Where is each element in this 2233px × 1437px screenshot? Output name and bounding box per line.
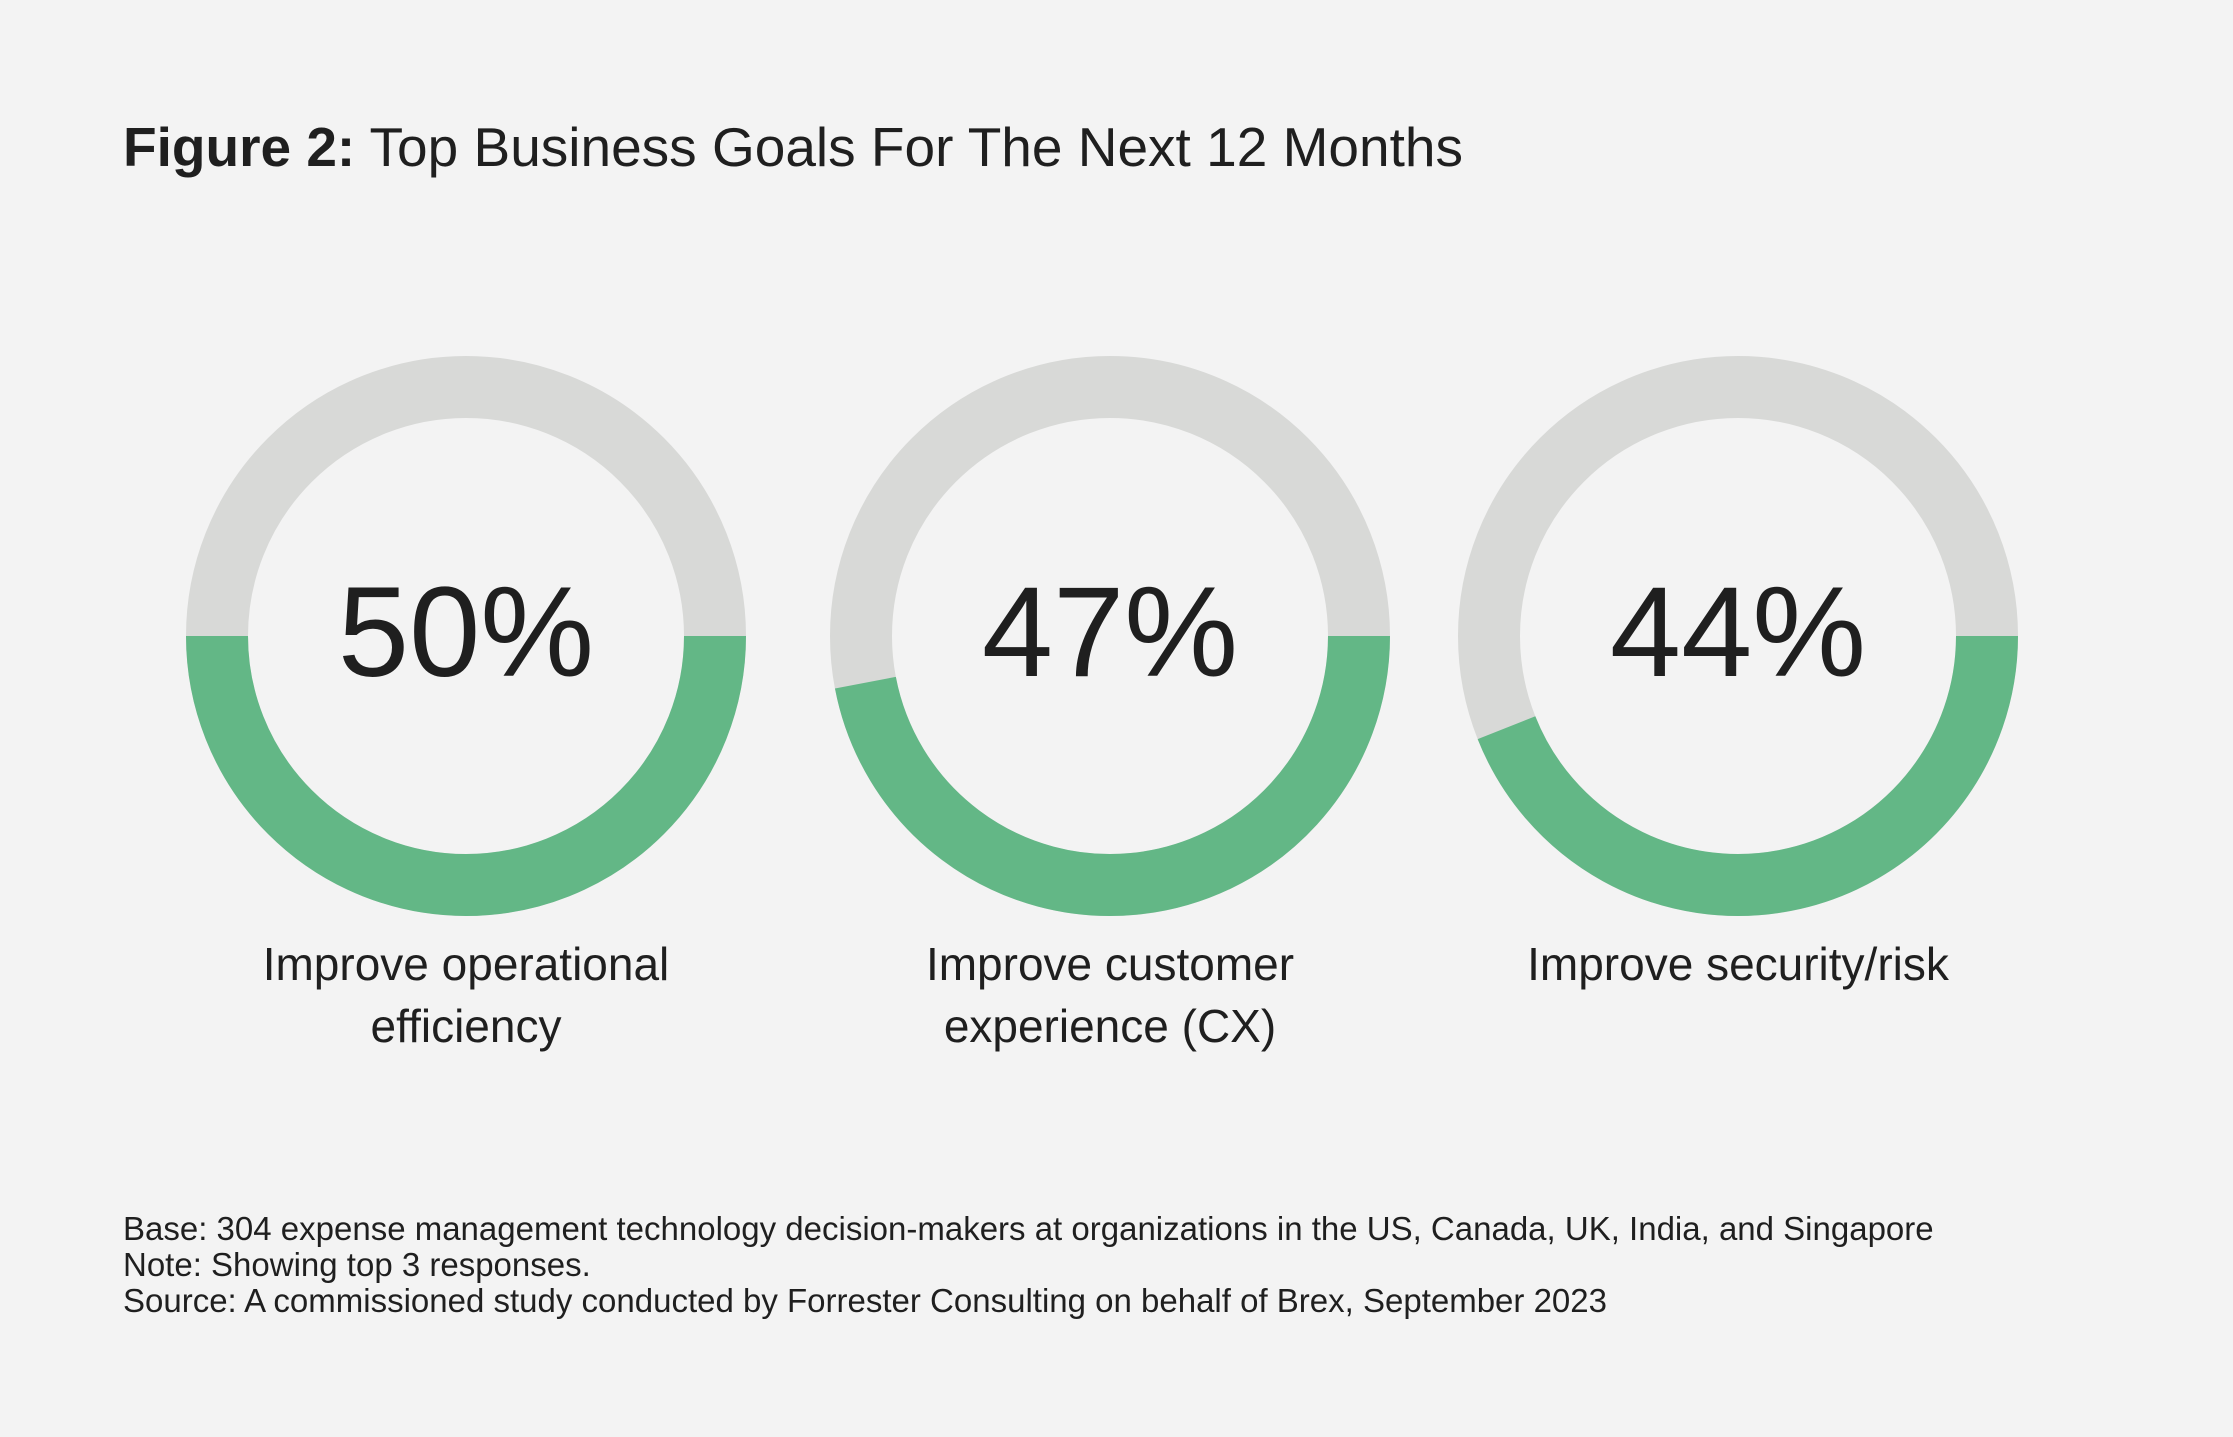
donut-value-label: 50% [338,561,594,704]
footnote-source: Source: A commissioned study conducted b… [123,1282,1607,1319]
donut-value-label: 47% [982,561,1238,704]
footnote-base: Base: 304 expense management technology … [123,1210,1934,1247]
donut-category-label: Improve security/risk [1527,938,1950,990]
figure-title-text: Top Business Goals For The Next 12 Month… [369,116,1463,178]
donut-value-arc [834,635,1390,916]
donut-value-label: 44% [1610,561,1866,704]
footnotes: Base: 304 expense management technology … [123,1211,1934,1319]
donut-value-arc [186,635,746,916]
donut-category-label: Improve operational [263,938,670,990]
donut-category-label: efficiency [371,1000,562,1052]
footnote-note: Note: Showing top 3 responses. [123,1246,591,1283]
donut-value-arc [1477,635,2018,916]
donut-3: 44% Improve security/risk [1458,356,2018,990]
donut-category-label: experience (CX) [944,1000,1276,1052]
figure-title: Figure 2: Top Business Goals For The Nex… [123,112,1463,182]
donut-1: 50% Improve operational efficiency [186,356,746,1052]
donut-2: 47% Improve customer experience (CX) [830,356,1390,1052]
donut-category-label: Improve customer [926,938,1294,990]
figure-number: Figure 2: [123,116,356,178]
